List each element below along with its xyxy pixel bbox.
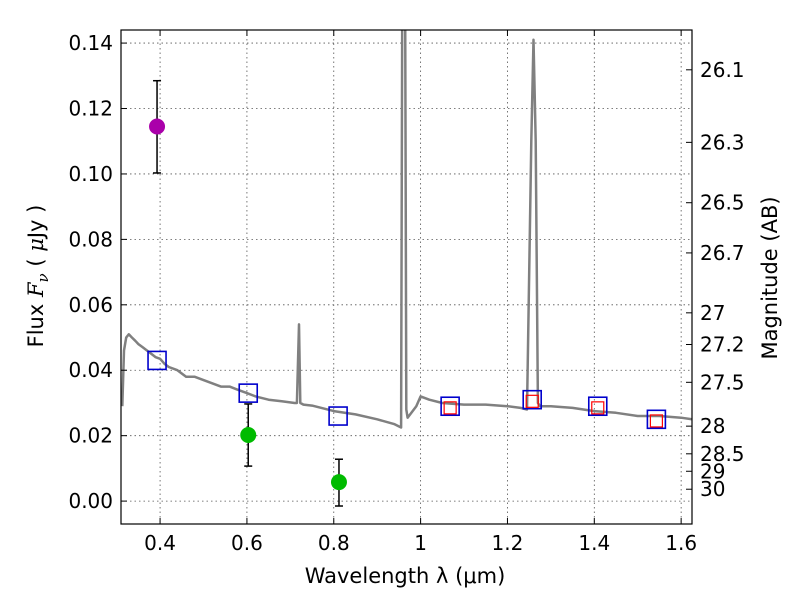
mag-tick-label: 26.5 xyxy=(700,191,745,215)
y-label-unit: Jy ) xyxy=(24,205,48,241)
mag-tick-label: 26.7 xyxy=(700,241,745,265)
y-tick-label: 0.06 xyxy=(68,293,113,317)
green-point xyxy=(330,474,347,491)
x-tick-label: 1 xyxy=(414,531,427,555)
spectrum-line xyxy=(121,30,692,429)
model-photometry-square xyxy=(147,350,167,371)
model-photometry-square xyxy=(328,406,348,426)
y-tick-label: 0.10 xyxy=(68,162,113,186)
x-tick-label: 0.6 xyxy=(231,531,263,555)
grid xyxy=(121,30,692,524)
mag-tick-label: 26.3 xyxy=(700,130,745,154)
plot-frame xyxy=(120,29,693,525)
model-photometry-square xyxy=(238,383,259,403)
mag-tick-label: 30 xyxy=(700,477,725,501)
mag-tick-label: 26.1 xyxy=(700,58,745,82)
y-label-paren: ( xyxy=(24,252,48,274)
green-point xyxy=(240,427,257,444)
observed-photometry-square xyxy=(525,394,539,408)
observed-photometry-square xyxy=(649,414,663,428)
y-label-nu: ν xyxy=(34,273,52,282)
magenta-point xyxy=(149,118,166,135)
x-axis-label: Wavelength λ (μm) xyxy=(305,564,506,588)
model-photometry-square xyxy=(646,409,667,430)
x-tick-label: 1.4 xyxy=(578,531,610,555)
x-tick-label: 1.6 xyxy=(665,531,697,555)
y-tick-label: 0.14 xyxy=(68,31,113,55)
y-axis-label-right: Magnitude (AB) xyxy=(758,196,782,359)
observed-photometry-square xyxy=(443,401,457,415)
model-photometry-square xyxy=(587,396,608,417)
y-tick-label: 0.08 xyxy=(68,227,113,251)
x-tick-label: 0.4 xyxy=(144,531,176,555)
observed-photometry-square xyxy=(591,401,605,415)
mag-tick-label: 27 xyxy=(700,301,725,325)
y-label-mu: μ xyxy=(24,238,48,252)
mag-tick-label: 28.5 xyxy=(700,442,745,466)
mag-tick-label: 27.2 xyxy=(700,333,745,357)
y-tick-label: 0.12 xyxy=(68,97,113,121)
y-tick-label: 0.04 xyxy=(68,358,113,382)
axis-ticks: 0.4 0.6 0.8 1 1.2 1.4 1.6 0.00 0.02 0.04 0.06 0.08 0… xyxy=(68,30,745,555)
y-label-flux: Flux xyxy=(24,297,48,347)
mag-tick-label: 28 xyxy=(700,414,725,438)
y-tick-label: 0.00 xyxy=(68,489,113,513)
model-photometry-square xyxy=(522,389,543,410)
model-photometry-square xyxy=(440,396,460,417)
y-label-f: F xyxy=(24,281,48,298)
mag-tick-label: 27.5 xyxy=(700,370,745,394)
x-tick-label: 1.2 xyxy=(492,531,524,555)
plot-data xyxy=(121,30,692,507)
mag-tick-label: 29 xyxy=(700,459,725,483)
x-tick-label: 0.8 xyxy=(318,531,350,555)
y-axis-label-left: Flux Fν ( μJy ) xyxy=(24,205,52,348)
y-tick-label: 0.02 xyxy=(68,424,113,448)
